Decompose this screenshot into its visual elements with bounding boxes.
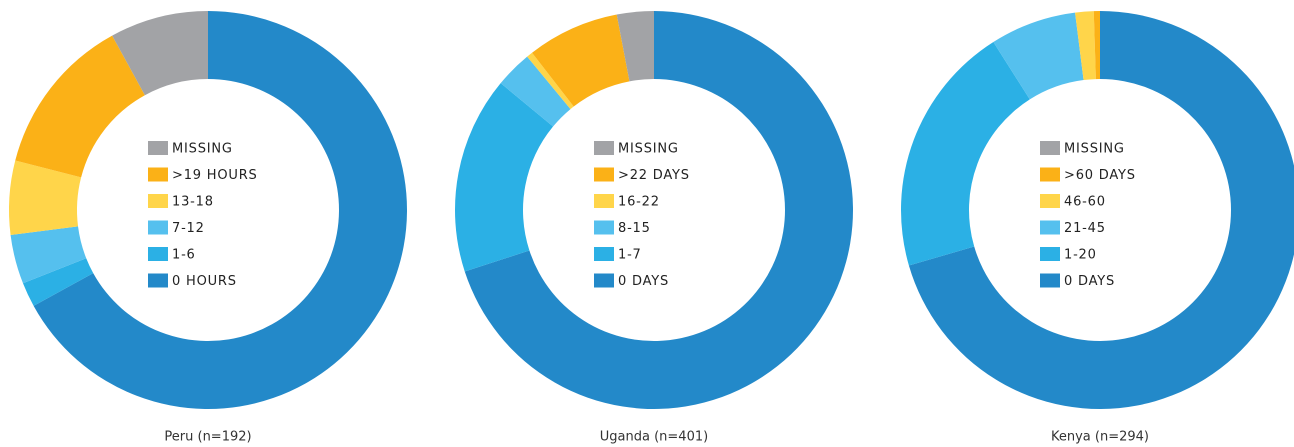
slice xyxy=(15,35,145,178)
slice xyxy=(500,56,571,127)
legend-swatch xyxy=(1040,273,1060,288)
legend-swatch xyxy=(148,167,168,182)
legend-label: >19 HOURS xyxy=(172,168,258,183)
legend-swatch xyxy=(594,273,614,288)
legend-label: 13-18 xyxy=(172,195,214,210)
legend-swatch xyxy=(594,247,614,261)
legend-swatch xyxy=(594,220,614,235)
legend-swatch xyxy=(148,273,168,288)
chart-title: Peru (n=192) xyxy=(164,430,251,445)
legend-label: 7-12 xyxy=(172,221,205,236)
slice xyxy=(901,41,1030,266)
slice xyxy=(8,160,82,235)
slice xyxy=(112,11,208,96)
legend-label: 1-7 xyxy=(618,248,642,263)
legend-swatch xyxy=(594,141,614,155)
legend-label: MISSING xyxy=(1064,142,1125,157)
legend-label: MISSING xyxy=(172,142,233,157)
chart-title: Kenya (n=294) xyxy=(1051,430,1149,445)
slice xyxy=(908,11,1294,409)
slice xyxy=(33,11,408,409)
legend-label: 1-20 xyxy=(1064,248,1097,263)
legend-swatch xyxy=(148,220,168,235)
legend-label: 1-6 xyxy=(172,248,196,263)
legend-swatch xyxy=(594,194,614,208)
chart-title: Uganda (n=401) xyxy=(600,430,708,445)
legend-swatch xyxy=(1040,141,1060,155)
slice xyxy=(464,11,853,409)
legend-label: >22 DAYS xyxy=(618,168,690,183)
legend-label: MISSING xyxy=(618,142,679,157)
legend-label: 21-45 xyxy=(1064,221,1106,236)
legend-swatch xyxy=(1040,247,1060,261)
slice xyxy=(616,11,654,82)
legend-swatch xyxy=(148,141,168,155)
slice xyxy=(22,258,94,306)
slice xyxy=(1093,11,1100,80)
legend-swatch xyxy=(594,167,614,182)
legend-swatch xyxy=(148,194,168,208)
legend-label: >60 DAYS xyxy=(1064,168,1136,183)
slice xyxy=(532,14,630,107)
legend-label: 0 DAYS xyxy=(618,274,669,289)
legend-label: 16-22 xyxy=(618,195,660,210)
slice xyxy=(993,12,1084,100)
legend-label: 0 DAYS xyxy=(1064,274,1115,289)
legend-label: 8-15 xyxy=(618,221,651,236)
legend-swatch xyxy=(1040,194,1060,208)
slice xyxy=(1075,11,1096,81)
legend-swatch xyxy=(1040,220,1060,235)
legend-swatch xyxy=(1040,167,1060,182)
legend-swatch xyxy=(148,247,168,261)
slice xyxy=(454,83,554,272)
legend-label: 46-60 xyxy=(1064,195,1106,210)
legend-label: 0 HOURS xyxy=(172,274,237,289)
slice xyxy=(10,226,87,284)
slice xyxy=(527,52,574,110)
